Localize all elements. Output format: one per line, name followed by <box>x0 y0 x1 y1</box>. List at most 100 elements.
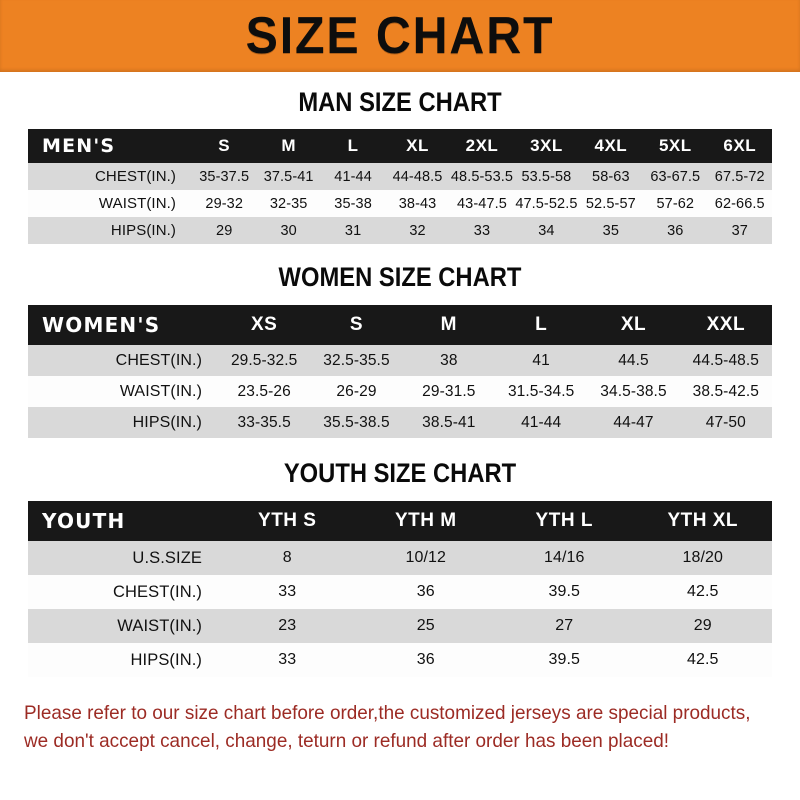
youth-waist-m: 25 <box>356 609 495 643</box>
women-hips-xxl: 47-50 <box>679 407 772 438</box>
women-hips-xl: 44-47 <box>587 407 680 438</box>
man-section-title: MAN SIZE CHART <box>298 87 502 117</box>
man-chest-m: 37.5-41 <box>256 163 321 190</box>
man-size-header-6xl: 6XL <box>707 129 772 163</box>
man-row-label-waist: WAIST(IN.) <box>28 190 192 217</box>
women-table-header: WOMEN'S XS S M L XL XXL <box>28 305 772 345</box>
man-table-header: MEN'S S M L XL 2XL 3XL 4XL 5XL 6XL <box>28 129 772 163</box>
youth-corner-label: YOUTH <box>28 501 218 541</box>
table-row: WAIST(IN.) 29-32 32-35 35-38 38-43 43-47… <box>28 190 772 217</box>
man-hips-s: 29 <box>192 217 257 244</box>
youth-waist-s: 23 <box>218 609 357 643</box>
man-table-body: CHEST(IN.) 35-37.5 37.5-41 41-44 44-48.5… <box>28 163 772 244</box>
man-waist-5xl: 57-62 <box>643 190 708 217</box>
man-waist-4xl: 52.5-57 <box>578 190 644 217</box>
women-row-label-waist: WAIST(IN.) <box>28 376 218 407</box>
women-size-header-l: L <box>494 305 588 345</box>
table-row: WAIST(IN.) 23 25 27 29 <box>28 609 772 643</box>
table-header-row: WOMEN'S XS S M L XL XXL <box>28 305 772 345</box>
youth-row-label-hips: HIPS(IN.) <box>28 643 218 677</box>
man-hips-2xl: 33 <box>449 217 515 244</box>
women-size-header-m: M <box>402 305 495 345</box>
footer-disclaimer: Please refer to our size chart before or… <box>24 699 753 756</box>
man-hips-3xl: 34 <box>514 217 579 244</box>
table-row: CHEST(IN.) 29.5-32.5 32.5-35.5 38 41 44.… <box>28 345 772 376</box>
table-row: CHEST(IN.) 35-37.5 37.5-41 41-44 44-48.5… <box>28 163 772 190</box>
women-corner-label: WOMEN'S <box>28 305 218 345</box>
man-hips-6xl: 37 <box>707 217 772 244</box>
women-hips-l: 41-44 <box>494 407 588 438</box>
youth-row-label-waist: WAIST(IN.) <box>28 609 218 643</box>
man-size-header-5xl: 5XL <box>643 129 708 163</box>
man-size-header-s: S <box>192 129 257 163</box>
youth-chest-m: 36 <box>356 575 495 609</box>
man-waist-xl: 38-43 <box>385 190 450 217</box>
man-row-label-chest: CHEST(IN.) <box>28 163 192 190</box>
youth-size-table: YOUTH YTH S YTH M YTH L YTH XL U.S.SIZE … <box>28 501 772 677</box>
women-chest-s: 32.5-35.5 <box>310 345 403 376</box>
women-section-title: WOMEN SIZE CHART <box>278 262 522 292</box>
women-waist-xxl: 38.5-42.5 <box>679 376 772 407</box>
man-corner-label: MEN'S <box>28 129 192 163</box>
youth-chest-l: 39.5 <box>495 575 634 609</box>
man-waist-6xl: 62-66.5 <box>707 190 772 217</box>
man-hips-4xl: 35 <box>578 217 644 244</box>
youth-chest-s: 33 <box>218 575 357 609</box>
women-chest-l: 41 <box>494 345 588 376</box>
man-chest-xl: 44-48.5 <box>385 163 450 190</box>
man-chest-l: 41-44 <box>320 163 386 190</box>
man-size-header-l: L <box>320 129 386 163</box>
man-waist-3xl: 47.5-52.5 <box>514 190 579 217</box>
man-waist-m: 32-35 <box>256 190 321 217</box>
man-size-header-m: M <box>256 129 321 163</box>
youth-ussize-m: 10/12 <box>356 541 495 575</box>
man-waist-l: 35-38 <box>320 190 386 217</box>
women-chest-xl: 44.5 <box>587 345 680 376</box>
women-waist-l: 31.5-34.5 <box>494 376 588 407</box>
man-hips-xl: 32 <box>385 217 450 244</box>
table-row: HIPS(IN.) 29 30 31 32 33 34 35 36 37 <box>28 217 772 244</box>
man-size-header-4xl: 4XL <box>578 129 644 163</box>
youth-section-title: YOUTH SIZE CHART <box>283 458 517 488</box>
youth-table-header: YOUTH YTH S YTH M YTH L YTH XL <box>28 501 772 541</box>
table-row: CHEST(IN.) 33 36 39.5 42.5 <box>28 575 772 609</box>
youth-hips-s: 33 <box>218 643 357 677</box>
youth-size-header-l: YTH L <box>495 501 634 541</box>
women-size-header-xxl: XXL <box>679 305 772 345</box>
footer-disclaimer-line-2: we don't accept cancel, change, teturn o… <box>24 730 670 753</box>
women-waist-xl: 34.5-38.5 <box>587 376 680 407</box>
table-header-row: MEN'S S M L XL 2XL 3XL 4XL 5XL 6XL <box>28 129 772 163</box>
youth-waist-xl: 29 <box>633 609 772 643</box>
man-hips-5xl: 36 <box>643 217 708 244</box>
man-chest-4xl: 58-63 <box>578 163 644 190</box>
page-title: SIZE CHART <box>245 7 555 65</box>
women-hips-s: 35.5-38.5 <box>310 407 403 438</box>
man-size-table: MEN'S S M L XL 2XL 3XL 4XL 5XL 6XL CHEST… <box>28 129 772 244</box>
table-row: WAIST(IN.) 23.5-26 26-29 29-31.5 31.5-34… <box>28 376 772 407</box>
man-hips-m: 30 <box>256 217 321 244</box>
women-hips-xs: 33-35.5 <box>218 407 311 438</box>
youth-chest-xl: 42.5 <box>633 575 772 609</box>
man-chest-s: 35-37.5 <box>192 163 257 190</box>
youth-ussize-s: 8 <box>218 541 357 575</box>
table-header-row: YOUTH YTH S YTH M YTH L YTH XL <box>28 501 772 541</box>
youth-hips-m: 36 <box>356 643 495 677</box>
man-row-label-hips: HIPS(IN.) <box>28 217 192 244</box>
women-waist-xs: 23.5-26 <box>218 376 311 407</box>
man-size-header-2xl: 2XL <box>449 129 515 163</box>
women-row-label-chest: CHEST(IN.) <box>28 345 218 376</box>
table-row: HIPS(IN.) 33 36 39.5 42.5 <box>28 643 772 677</box>
man-chest-3xl: 53.5-58 <box>514 163 579 190</box>
man-size-header-3xl: 3XL <box>514 129 579 163</box>
women-table-body: CHEST(IN.) 29.5-32.5 32.5-35.5 38 41 44.… <box>28 345 772 438</box>
youth-hips-xl: 42.5 <box>633 643 772 677</box>
youth-hips-l: 39.5 <box>495 643 634 677</box>
youth-table-body: U.S.SIZE 8 10/12 14/16 18/20 CHEST(IN.) … <box>28 541 772 677</box>
footer-disclaimer-line-1: Please refer to our size chart before or… <box>24 702 751 724</box>
youth-waist-l: 27 <box>495 609 634 643</box>
women-waist-m: 29-31.5 <box>402 376 495 407</box>
man-chest-2xl: 48.5-53.5 <box>449 163 515 190</box>
women-waist-s: 26-29 <box>310 376 403 407</box>
women-size-header-s: S <box>310 305 403 345</box>
